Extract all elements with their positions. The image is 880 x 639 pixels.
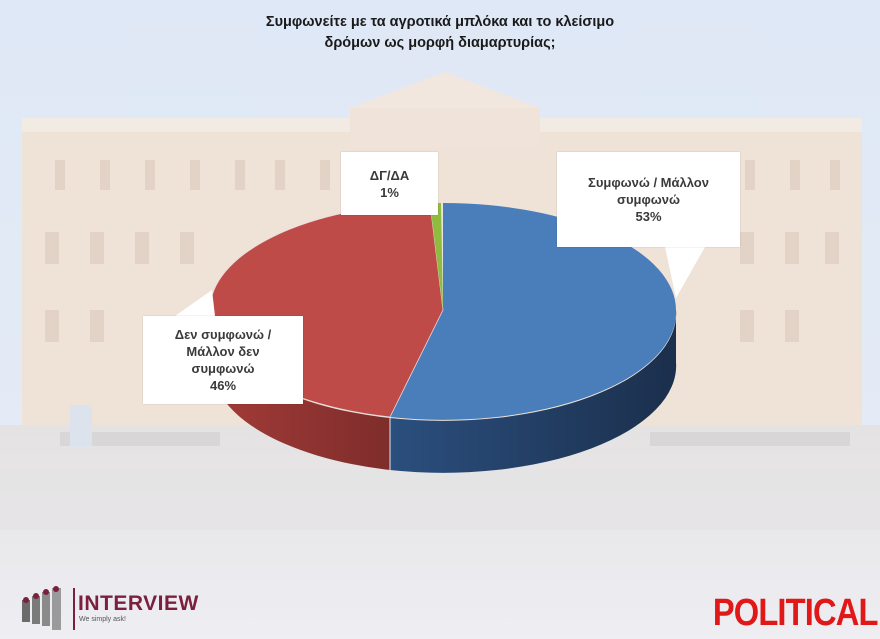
label-dk-value: 1% xyxy=(380,184,399,200)
pie-slice-dk[interactable] xyxy=(430,202,443,310)
interview-tagline: We simply ask! xyxy=(79,616,126,623)
callout-tail-disagree xyxy=(175,290,215,316)
interview-logo: INTERVIEW We simply ask! xyxy=(20,586,220,634)
chart-title: Συμφωνείτε με τα αγροτικά μπλόκα και το … xyxy=(0,12,880,54)
label-disagree-value: 46% xyxy=(209,378,237,393)
label-agree-line-1: Συμφωνώ / Μάλλον xyxy=(588,175,709,190)
label-dk-name: ΔΓ/ΔΑ xyxy=(369,167,410,183)
pie-side-disagree xyxy=(209,310,390,470)
chart-title-line-1: Συμφωνείτε με τα αγροτικά μπλόκα και το … xyxy=(265,14,615,30)
label-agree: Συμφωνώ / Μάλλον συμφωνώ 53% xyxy=(557,152,740,247)
label-agree-line-2: συμφωνώ xyxy=(617,192,680,207)
label-disagree-line-1: Δεν συμφωνώ / xyxy=(174,327,272,342)
label-disagree-line-3: συμφωνώ xyxy=(191,361,255,376)
label-agree-value: 53% xyxy=(635,209,662,224)
pie-side-agree xyxy=(390,310,677,473)
label-disagree-line-2: Μάλλον δεν xyxy=(186,344,260,359)
callout-tail-agree xyxy=(665,247,705,298)
label-dk: ΔΓ/ΔΑ 1% xyxy=(341,152,438,215)
bar-chart-logo-icon xyxy=(22,586,61,630)
chart-title-line-2: δρόμων ως μορφή διαμαρτυρίας; xyxy=(324,35,556,51)
interview-name: INTERVIEW xyxy=(78,592,199,615)
logo-divider xyxy=(73,588,75,630)
pie-slice-agree-fill xyxy=(390,203,677,420)
label-disagree: Δεν συμφωνώ / Μάλλον δεν συμφωνώ 46% xyxy=(143,316,303,404)
publisher-logo: POLITICAL xyxy=(713,592,879,634)
